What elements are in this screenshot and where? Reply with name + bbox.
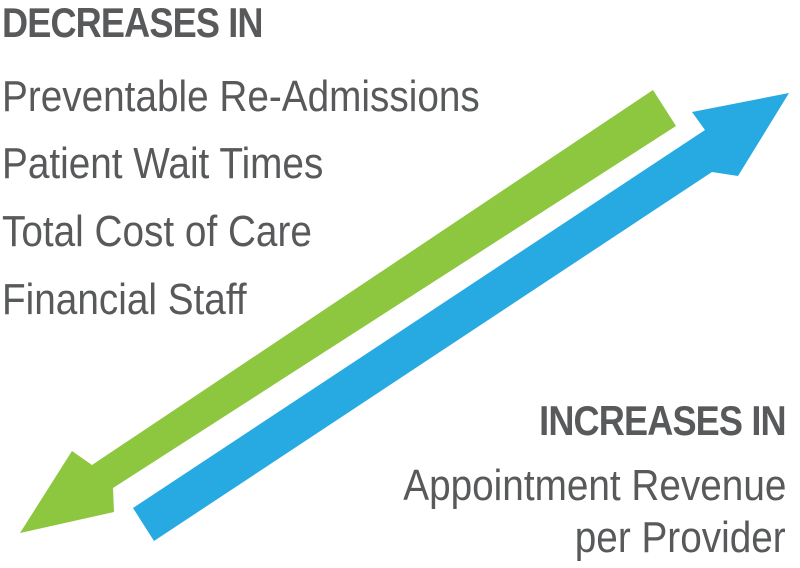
decrease-item-readmissions: Preventable Re-Admissions (2, 72, 480, 121)
increases-heading: INCREASES IN (539, 397, 786, 444)
decrease-item-financial-staff: Financial Staff (2, 275, 247, 324)
decrease-item-wait-times: Patient Wait Times (2, 139, 324, 188)
arrow-up-right-icon (133, 93, 789, 541)
arrow-down-left-icon (20, 90, 676, 533)
decrease-item-cost-of-care: Total Cost of Care (2, 207, 312, 256)
increase-item-line-2: per Provider (575, 513, 786, 562)
decreases-heading: DECREASES IN (2, 0, 263, 46)
increase-item-line-1: Appointment Revenue (402, 461, 786, 510)
